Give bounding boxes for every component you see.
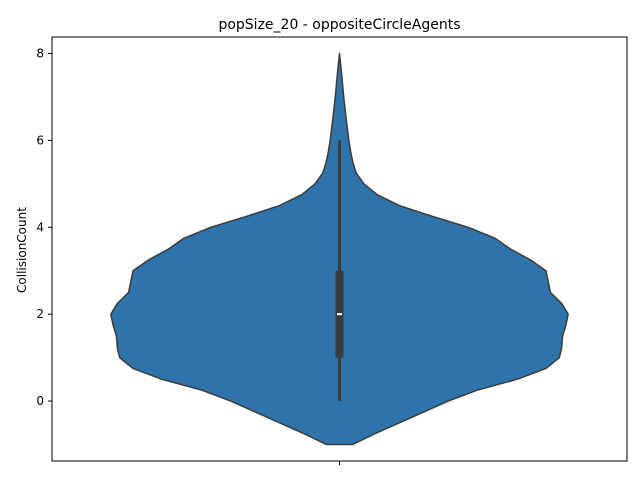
axes-frame [51, 36, 628, 462]
chart-title: popSize_20 - oppositeCircleAgents [218, 17, 460, 33]
violin-group [110, 52, 569, 446]
y-tick-label: 2 [36, 307, 44, 321]
y-tick-label: 4 [36, 220, 44, 234]
y-axis-ticks: 0 2 4 6 8 [36, 47, 52, 408]
y-tick-label: 0 [36, 394, 44, 408]
y-axis-label: CollisionCount [15, 207, 29, 293]
y-tick-label: 8 [36, 47, 44, 61]
y-tick-label: 6 [36, 133, 44, 147]
